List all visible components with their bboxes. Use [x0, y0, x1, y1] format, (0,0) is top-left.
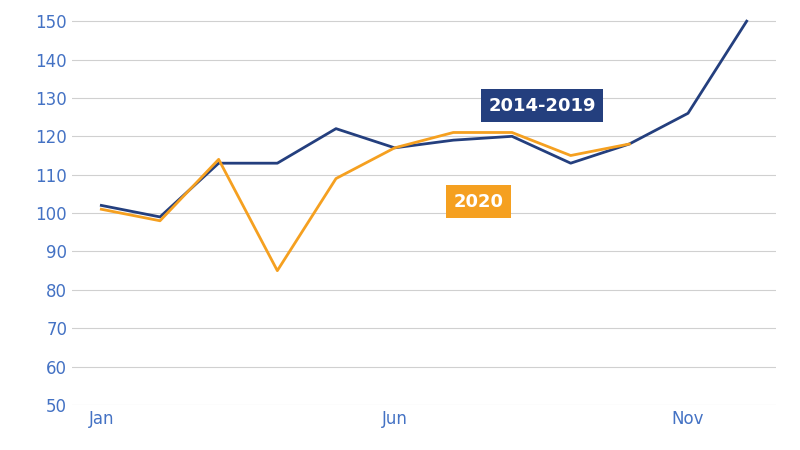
Text: 2014-2019: 2014-2019	[489, 97, 596, 115]
Text: 2020: 2020	[454, 193, 503, 211]
